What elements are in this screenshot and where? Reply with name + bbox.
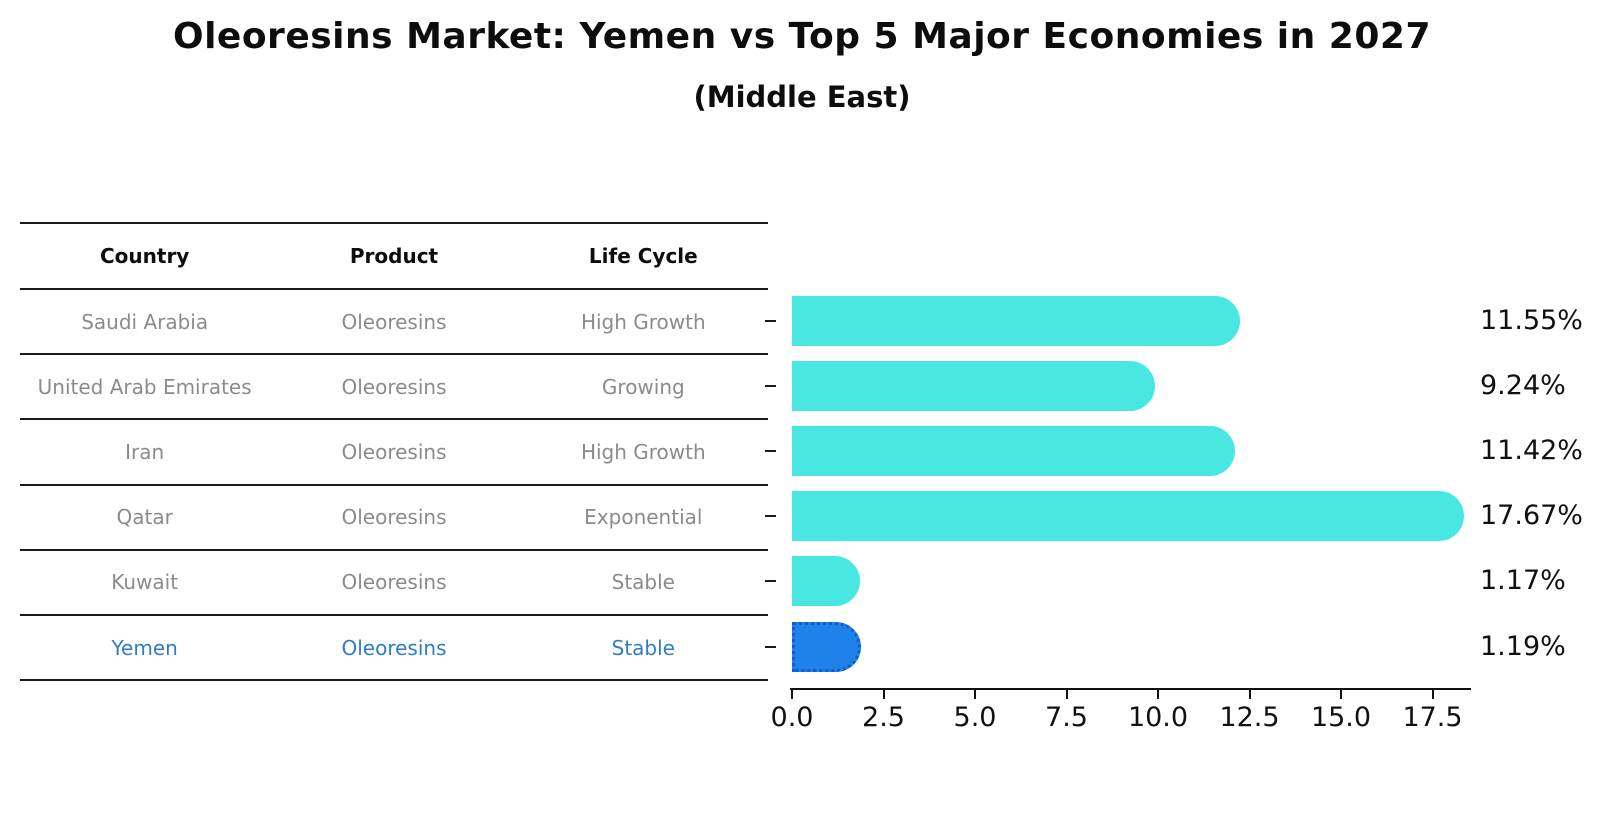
chart-subtitle: (Middle East) <box>693 80 911 114</box>
country-cell: Yemen <box>111 635 178 660</box>
life-cycle-cell: Stable <box>611 570 675 595</box>
product-cell: Oleoresins <box>341 505 447 530</box>
life-cycle-cell: High Growth <box>580 309 706 334</box>
x-tick-label: 15.0 <box>1310 702 1372 733</box>
table-header-row: Country Product Life Cycle <box>20 224 768 290</box>
y-tick <box>765 580 776 583</box>
table-body: Saudi Arabia Oleoresins High Growth United … <box>20 290 768 682</box>
x-tick-label: 5.0 <box>953 702 997 733</box>
country-cell: Qatar <box>116 505 173 530</box>
product-cell: Oleoresins <box>341 439 447 464</box>
y-tick <box>765 319 776 322</box>
x-tick <box>791 690 793 699</box>
life-cycle-cell: High Growth <box>580 439 706 464</box>
x-tick <box>1248 690 1251 699</box>
y-tick <box>765 384 776 387</box>
value-label: 11.42% <box>1480 435 1583 466</box>
bar-united-arab-emirates <box>792 360 1156 411</box>
chart-title: Oleoresins Market: Yemen vs Top 5 Major … <box>172 16 1432 57</box>
x-tick <box>882 690 885 699</box>
x-tick <box>1065 690 1068 699</box>
x-tick-label: 10.0 <box>1127 702 1189 733</box>
value-label: 1.19% <box>1480 630 1566 662</box>
product-cell: Oleoresins <box>341 374 447 399</box>
x-tick <box>1340 690 1342 699</box>
table-row: Saudi Arabia Oleoresins High Growth <box>20 290 768 356</box>
table-row: United Arab Emirates Oleoresins Growing <box>20 355 768 421</box>
y-tick <box>765 450 776 452</box>
bar-iran <box>792 426 1235 476</box>
x-tick-label: 12.5 <box>1219 702 1280 733</box>
y-tick <box>765 515 776 518</box>
life-cycle-cell: Exponential <box>584 505 703 530</box>
x-tick <box>1157 690 1159 699</box>
country-cell: Saudi Arabia <box>81 309 209 334</box>
x-axis-line <box>790 688 1471 690</box>
x-tick <box>974 690 976 699</box>
country-cell: United Arab Emirates <box>37 374 252 399</box>
x-tick-label: 17.5 <box>1402 702 1463 733</box>
table-row: Qatar Oleoresins Exponential <box>20 486 768 551</box>
value-label: 11.55% <box>1480 304 1583 336</box>
table-row: Kuwait Oleoresins Stable <box>20 551 768 616</box>
value-label: 17.67% <box>1480 500 1583 532</box>
x-tick <box>1431 690 1434 699</box>
product-cell: Oleoresins <box>341 570 447 595</box>
country-table: Country Product Life Cycle Saudi Arabia O… <box>20 222 768 682</box>
life-cycle-cell: Stable <box>611 635 675 660</box>
value-label: 1.17% <box>1480 565 1566 597</box>
table-header-product: Product <box>349 244 439 268</box>
x-tick-label: 2.5 <box>862 702 905 733</box>
table-row: Yemen Oleoresins Stable <box>20 616 768 682</box>
table-row: Iran Oleoresins High Growth <box>20 420 768 486</box>
product-cell: Oleoresins <box>341 309 447 334</box>
table-header-life-cycle: Life Cycle <box>588 244 698 268</box>
value-label: 9.24% <box>1480 369 1566 401</box>
life-cycle-cell: Growing <box>601 374 685 399</box>
bar-kuwait <box>792 556 860 607</box>
y-tick <box>765 645 776 648</box>
product-cell: Oleoresins <box>341 635 447 660</box>
country-cell: Iran <box>125 439 165 464</box>
x-tick-label: 0.0 <box>770 702 814 733</box>
bar-yemen <box>792 621 861 672</box>
x-tick-label: 7.5 <box>1045 702 1088 733</box>
bar-saudi-arabia <box>792 295 1240 346</box>
table-header-country: Country <box>99 244 190 268</box>
country-cell: Kuwait <box>111 570 179 595</box>
bar-qatar <box>792 491 1464 542</box>
